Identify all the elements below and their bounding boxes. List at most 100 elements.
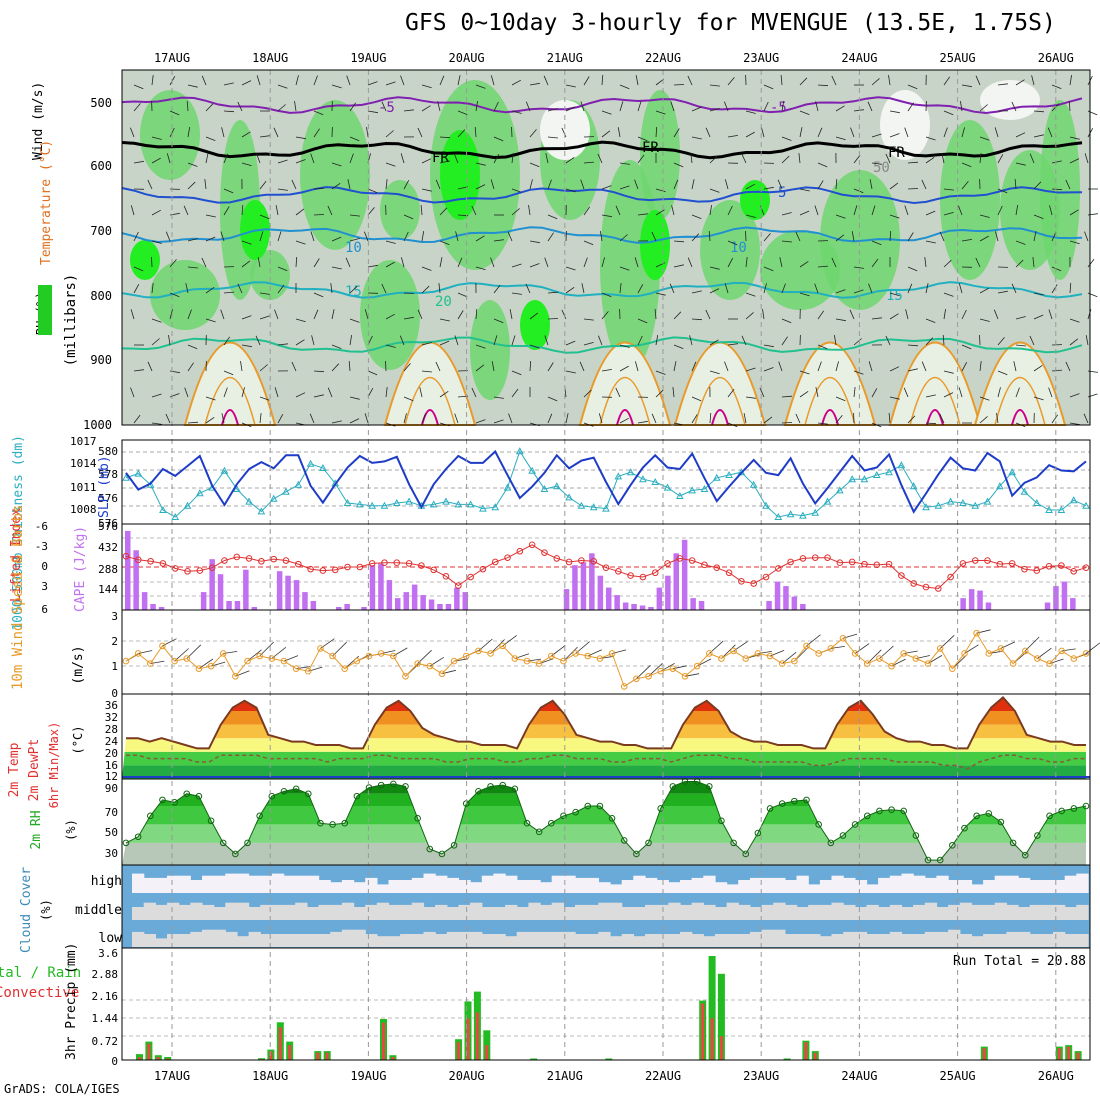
wind-barb	[439, 340, 450, 346]
cloud-middle-bar	[784, 904, 798, 920]
wind-speed-point	[718, 655, 725, 662]
wind-barb	[1069, 318, 1080, 323]
wind-barb	[151, 256, 153, 268]
rh-point	[159, 796, 166, 804]
cape-tick: 432	[98, 541, 118, 554]
cape-bar	[783, 586, 789, 610]
cloud-low-bar	[411, 934, 425, 947]
wind-barb	[347, 179, 351, 190]
cloud-low-bar	[610, 936, 623, 947]
cape-bar	[968, 589, 975, 610]
wind-barb	[853, 205, 858, 216]
wind-barb	[331, 236, 342, 242]
cloud-middle-bar	[528, 902, 541, 920]
wind-barb	[835, 396, 846, 402]
cloud-low-bar	[248, 931, 261, 947]
cloud-low-bar	[948, 929, 961, 947]
cloud-low-bar	[645, 934, 658, 947]
lifted-index-point	[664, 560, 671, 567]
rh-region	[470, 300, 510, 400]
wind-barb	[313, 370, 325, 373]
wind-barb	[1033, 181, 1042, 190]
precip-convective-bar	[485, 1045, 489, 1060]
precip-tick: 2.16	[92, 990, 119, 1003]
cape-bar	[445, 604, 452, 610]
wind-barb	[187, 309, 192, 320]
pressure-level-tick: 800	[90, 289, 112, 303]
wind-barb	[871, 258, 879, 268]
cloud-high-bar	[831, 875, 844, 893]
wind-barb	[871, 205, 876, 216]
wind-barb	[205, 153, 209, 164]
thickness-point	[134, 469, 143, 477]
cloud-low-bar	[668, 934, 681, 947]
cloud-low-bar	[959, 934, 973, 947]
wind-speed-point	[863, 660, 871, 667]
precip-tick: 0	[111, 1055, 118, 1068]
wind-speed-point	[827, 645, 835, 652]
wind-barb	[583, 389, 592, 398]
pressure-level-tick: 1000	[83, 418, 112, 432]
cloud-low-bar	[481, 934, 495, 947]
wind-barb	[601, 130, 611, 138]
thickness-point	[971, 501, 980, 509]
cloud-low-bar	[854, 931, 868, 947]
contour-label: FR	[642, 140, 659, 156]
date-label-bottom: 17AUG	[154, 1069, 190, 1083]
lifted-index-point	[590, 557, 597, 565]
wind-speed-point	[1034, 655, 1041, 662]
wind-barb	[205, 136, 216, 141]
wind-barb	[455, 231, 459, 242]
rh-point	[219, 839, 227, 847]
wind-barb	[601, 311, 609, 320]
isotherm-line	[121, 140, 1083, 160]
wind-barb	[979, 361, 982, 372]
wind-barb	[331, 84, 342, 89]
cloud-high-bar	[1064, 875, 1077, 893]
thickness-point	[269, 494, 278, 502]
lifted-index-point	[836, 559, 844, 567]
wind-tick: 2	[111, 635, 118, 648]
cape-bar	[209, 559, 215, 610]
cape-bar	[141, 592, 148, 610]
wind-barb	[889, 230, 892, 242]
cloud-high-bar	[295, 875, 308, 893]
wind-speed-point	[280, 657, 288, 665]
wind-barb	[580, 179, 585, 190]
wind-barb	[763, 84, 774, 90]
cape-bar	[217, 574, 224, 610]
wind-barb	[889, 396, 900, 400]
wind-barb	[330, 283, 333, 294]
wind-barb	[313, 128, 320, 138]
lifted-index-point	[615, 568, 622, 575]
wind-barb	[561, 127, 567, 138]
cloud-high-bar	[516, 880, 529, 893]
rh-axis-label: 2m RH	[29, 810, 44, 849]
thickness-point	[725, 470, 733, 478]
wind-barb	[400, 153, 405, 164]
wind-speed-point	[365, 652, 373, 660]
thickness-point	[885, 468, 893, 476]
cloud-middle-bar	[446, 907, 460, 920]
cloud-high-bar	[236, 873, 250, 893]
thickness-point	[922, 503, 930, 511]
cloud-high-bar	[633, 875, 646, 893]
wind-speed-point	[803, 642, 810, 650]
precip-tick: 1.44	[92, 1012, 119, 1025]
wind-barb	[366, 127, 369, 138]
thickness-line	[125, 450, 1087, 518]
temperature-band	[122, 765, 1086, 779]
wind-barb	[547, 318, 559, 320]
thickness-point	[479, 504, 487, 512]
slp-axis-label: SLP (mb)	[97, 455, 112, 518]
cloud-high-bar	[726, 884, 739, 893]
lifted-index-point	[935, 585, 942, 592]
thickness-point	[860, 475, 869, 483]
wind-barb	[493, 136, 504, 142]
wind-barb	[565, 266, 576, 271]
wind-barb	[1051, 188, 1063, 191]
wind-barb	[385, 344, 396, 348]
wind-barb	[850, 127, 855, 138]
rh-unit-label: (%)	[64, 819, 78, 841]
wind-speed-point	[511, 655, 519, 662]
